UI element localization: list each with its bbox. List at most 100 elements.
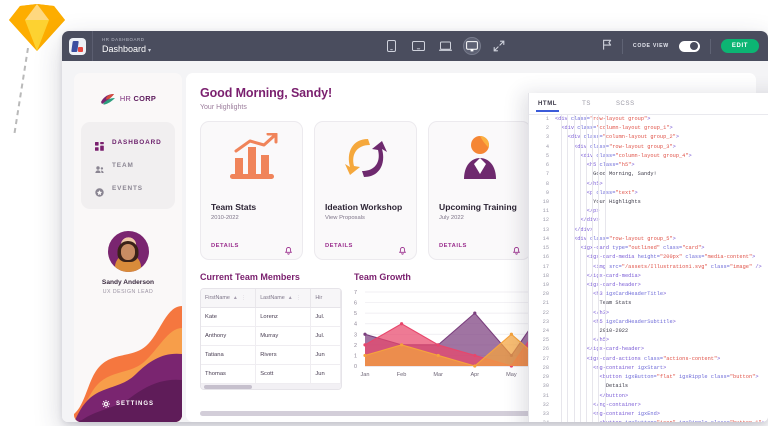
code-text: </igx-card-media> xyxy=(586,272,641,279)
profile-role: UX DESIGN LEAD xyxy=(102,289,154,295)
chart-data-point[interactable] xyxy=(400,343,404,347)
card-upcoming-training[interactable]: Upcoming Training July 2022 DETAILS xyxy=(428,121,531,260)
sort-asc-icon[interactable]: ▲ xyxy=(287,295,293,301)
chart-data-point[interactable] xyxy=(509,332,513,336)
line-number: 28 xyxy=(542,364,549,371)
grid-icon xyxy=(95,138,104,151)
chart-data-point[interactable] xyxy=(436,343,440,347)
team-growth-section: Team Growth 01234567JanFebMarAprMayJun xyxy=(354,272,554,390)
cell-firstname: Kate xyxy=(201,308,257,326)
tablet-icon[interactable] xyxy=(410,38,426,54)
card-subtitle: July 2022 xyxy=(439,215,464,221)
code-line: 16 <igx-card-media height="200px" class=… xyxy=(529,253,768,262)
bell-icon[interactable] xyxy=(284,242,293,255)
decorative-waves xyxy=(74,306,182,422)
card-actions: DETAILS xyxy=(315,242,416,259)
chart-data-point[interactable] xyxy=(363,343,367,347)
table-row[interactable]: Anthony Murray Jul. xyxy=(201,327,341,346)
sidebar-item-label: TEAM xyxy=(112,162,134,169)
team-members-section: Current Team Members FirstName ▲ ⋮ LastN… xyxy=(200,272,342,390)
code-editor[interactable]: 1 <div class="row-layout group"> 2 <div cl… xyxy=(529,115,768,422)
bell-icon[interactable] xyxy=(512,242,521,255)
dashed-connector xyxy=(13,47,29,136)
indent-guide xyxy=(598,115,600,422)
sidebar-item-settings[interactable]: SETTINGS xyxy=(74,395,182,413)
flag-icon[interactable] xyxy=(602,37,612,55)
y-tick-label: 3 xyxy=(354,332,357,338)
code-view-toggle[interactable] xyxy=(678,40,700,52)
greeting-block: Good Morning, Sandy! Your Highlights xyxy=(186,73,756,111)
details-button[interactable]: DETAILS xyxy=(439,243,467,249)
line-number: 10 xyxy=(542,198,549,205)
code-text: <h3 igxCardHeaderTitle> xyxy=(593,291,667,298)
grid-horizontal-scrollbar[interactable] xyxy=(201,384,341,389)
chart-data-point[interactable] xyxy=(473,311,477,315)
team-members-grid[interactable]: FirstName ▲ ⋮ LastName ▲ ⋮ xyxy=(200,288,342,390)
details-button[interactable]: DETAILS xyxy=(211,243,239,249)
laptop-icon[interactable] xyxy=(437,38,453,54)
code-text: <p class="text"> xyxy=(586,189,638,196)
tab-scss[interactable]: SCSS xyxy=(615,100,635,107)
code-text: <ng-container igxEnd> xyxy=(593,411,660,417)
code-text: <igx-card-actions class="actions-content… xyxy=(586,355,721,362)
chart-data-point[interactable] xyxy=(363,332,367,336)
code-text: </div> xyxy=(574,226,594,233)
column-menu-icon[interactable]: ⋮ xyxy=(295,295,301,301)
chart-data-point[interactable] xyxy=(363,353,367,358)
line-number: 14 xyxy=(542,235,549,242)
code-line: 6 <h5 class="h5"> xyxy=(529,161,768,170)
desktop-icon[interactable] xyxy=(463,37,482,55)
code-line: 25 </h5> xyxy=(529,336,768,345)
chart-data-point[interactable] xyxy=(473,364,477,368)
details-button[interactable]: DETAILS xyxy=(325,243,353,249)
sidebar-nav: DASHBOARD TEAM EVENTS xyxy=(81,122,175,209)
column-header-hiredate[interactable]: Hir xyxy=(311,289,341,307)
line-number: 17 xyxy=(542,263,549,270)
column-header-lastname[interactable]: LastName ▲ ⋮ xyxy=(256,289,312,307)
indent-guide xyxy=(579,115,581,422)
column-menu-icon[interactable]: ⋮ xyxy=(240,295,246,301)
avatar[interactable] xyxy=(107,231,149,272)
chart-data-point[interactable] xyxy=(473,353,477,358)
edit-button[interactable]: EDIT xyxy=(720,39,759,53)
page-title[interactable]: Dashboard ▾ xyxy=(102,44,151,54)
tab-html[interactable]: HTML xyxy=(535,101,560,112)
main-horizontal-scrollbar[interactable] xyxy=(200,411,738,416)
cell-firstname: Anthony xyxy=(201,327,257,345)
card-title: Upcoming Training xyxy=(439,202,517,212)
sidebar-item-dashboard[interactable]: DASHBOARD xyxy=(81,131,175,154)
table-row[interactable]: Kate Lorenz Jul. xyxy=(201,308,341,327)
expand-arrows-icon[interactable] xyxy=(491,38,507,54)
code-line: 15 <igx-card type="outlined" class="card… xyxy=(529,244,768,253)
sidebar-item-label: EVENTS xyxy=(112,185,143,192)
window-title-block: HR DASHBOARD Dashboard ▾ xyxy=(93,37,151,54)
line-number: 32 xyxy=(542,401,549,408)
card-team-stats[interactable]: Team Stats 2010-2022 DETAILS xyxy=(200,121,303,260)
brand-logo[interactable]: HR CORP xyxy=(74,73,182,105)
app-logo-icon[interactable] xyxy=(62,31,93,61)
chart-data-point[interactable] xyxy=(400,322,404,326)
table-row[interactable]: Thomas Scott Jun xyxy=(201,365,341,384)
column-header-firstname[interactable]: FirstName ▲ ⋮ xyxy=(201,289,257,307)
settings-label: SETTINGS xyxy=(115,401,154,407)
line-number: 6 xyxy=(545,162,549,169)
indent-guide xyxy=(592,115,594,422)
cell-hiredate: Jul. xyxy=(311,327,341,345)
line-number: 22 xyxy=(542,309,549,316)
tab-ts[interactable]: TS xyxy=(582,100,591,107)
sidebar-item-events[interactable]: EVENTS xyxy=(81,177,175,200)
chart-data-point[interactable] xyxy=(436,353,440,358)
table-row[interactable]: Tatiana Rivers Jun xyxy=(201,346,341,365)
phone-icon[interactable] xyxy=(383,38,399,54)
line-number: 9 xyxy=(545,189,549,196)
card-ideation-workshop[interactable]: Ideation Workshop View Proposals DETAILS xyxy=(314,121,417,260)
code-line: 2 <div class="column-layout group_1"> xyxy=(529,124,768,133)
bell-icon[interactable] xyxy=(398,242,407,255)
code-line: 8 </h5> xyxy=(529,180,768,189)
line-number: 2 xyxy=(545,125,549,132)
code-line: 11 </p> xyxy=(529,207,768,216)
line-number: 5 xyxy=(545,152,549,159)
team-growth-chart[interactable]: 01234567JanFebMarAprMayJun xyxy=(354,288,553,384)
sort-asc-icon[interactable]: ▲ xyxy=(232,295,238,301)
sidebar-item-team[interactable]: TEAM xyxy=(81,154,175,177)
